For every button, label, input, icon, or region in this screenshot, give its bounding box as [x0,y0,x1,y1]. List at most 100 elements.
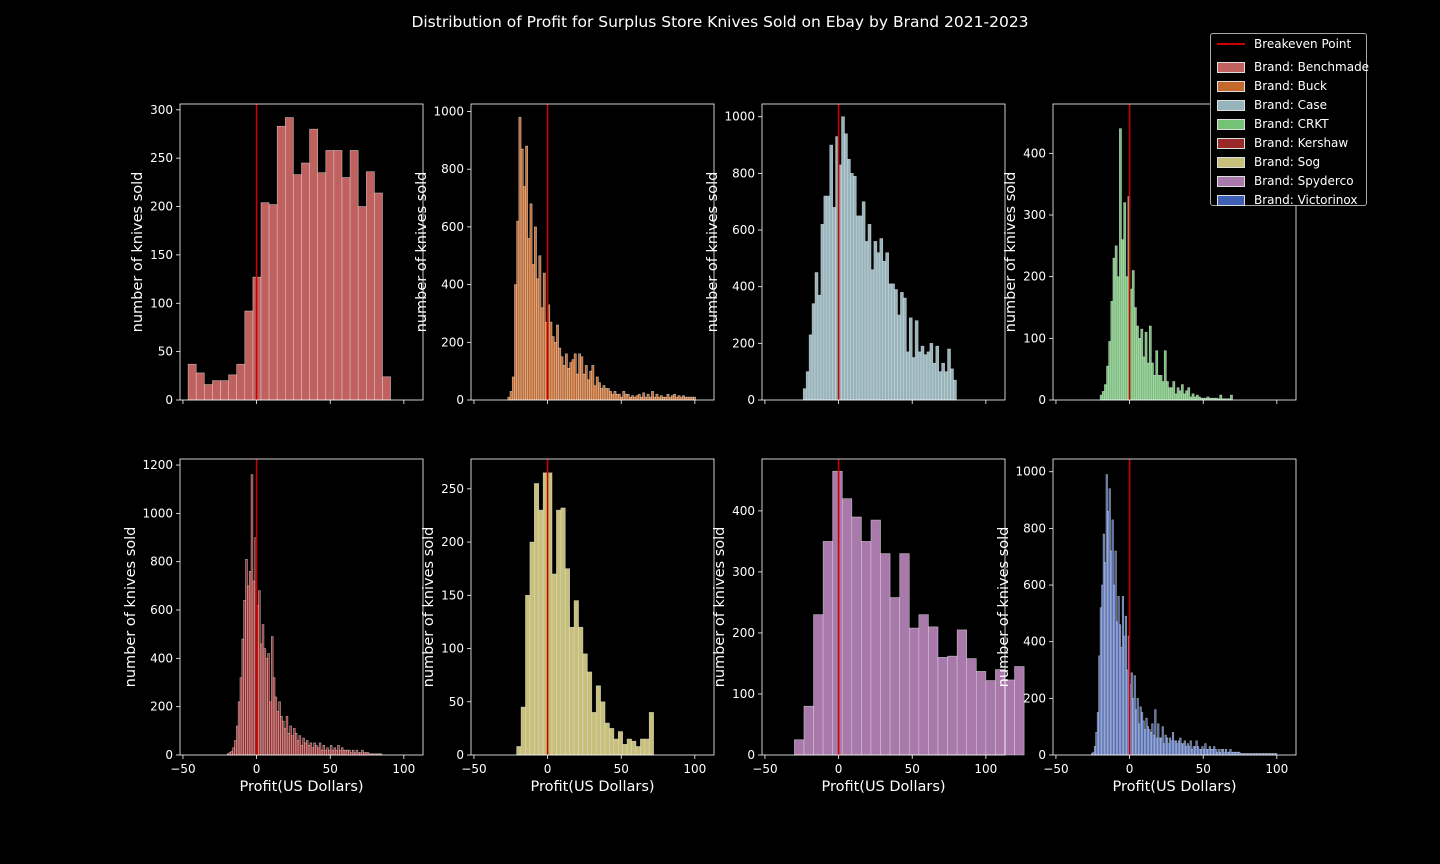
y-tick-label: 0 [1038,393,1046,407]
histogram-bar [522,186,526,401]
histogram-bar [593,385,597,401]
histogram-bar [1140,328,1144,401]
histogram-bar [637,393,641,401]
histogram-bar [847,158,851,401]
histogram-bar [529,203,533,401]
figure-title: Distribution of Profit for Surplus Store… [411,13,1029,31]
histogram-bar [675,396,679,401]
histogram-bar [1230,394,1233,401]
histogram-bar [914,320,919,401]
histogram-bar [899,553,910,756]
histogram-bar [1183,393,1186,401]
histogram-bar [879,238,884,401]
y-tick-label: 400 [732,280,755,294]
plot-frame [470,458,715,756]
x-tick-label: 0 [253,762,261,776]
histogram-bar [944,371,948,401]
y-tick-label: 1000 [433,105,464,119]
histogram-bar [595,685,601,756]
histogram-bar [606,388,610,401]
y-axis-label: number of knives sold [421,527,437,688]
histogram-bar [897,314,901,401]
y-tick-label: 200 [150,200,173,214]
histogram-bar [551,336,555,401]
histogram-bar [920,345,925,401]
histogram-bar [591,712,597,756]
legend-label-breakeven: Breakeven Point [1254,37,1352,51]
x-tick-label: −50 [461,762,486,776]
histogram-bar [333,150,343,401]
histogram-bar [882,260,887,401]
histogram-bar [1174,393,1178,401]
histogram-bar [569,626,575,756]
y-tick-label: 400 [1023,635,1046,649]
histogram-bar [604,722,610,756]
histogram-bar [615,393,619,401]
histogram-bar [1151,362,1154,401]
histogram-bar [587,379,590,401]
histogram-bar [666,393,670,401]
histogram-bar [365,171,375,401]
histogram-bar [626,738,632,756]
histogram-bar [558,347,562,401]
histogram-bar [947,655,958,756]
histogram-bar [861,201,866,401]
histogram-bar [889,597,901,756]
breakeven-line-swatch [1217,43,1245,45]
histogram-bar [635,395,639,401]
histogram-bar [844,133,848,401]
histogram-bar [823,195,828,401]
histogram-bar [975,671,987,756]
histogram-bar [1187,387,1191,401]
histogram-bar [653,396,657,401]
histogram-bar [374,192,383,401]
histogram-bar [567,367,570,401]
histogram-bar [841,498,853,756]
histogram-bar [1108,341,1112,401]
y-tick-label: 100 [150,296,173,310]
histogram-bar [569,362,573,401]
y-tick-label: 1200 [142,458,173,472]
x-tick-label: 50 [1196,762,1211,776]
legend-item: Brand: Kershaw [1217,135,1348,151]
legend-item: Brand: CRKT [1217,116,1329,132]
y-tick-label: 600 [732,223,755,237]
histogram-bar [985,680,996,756]
histogram-bar [635,746,641,756]
histogram-bar [562,365,566,401]
legend-swatch [1217,61,1245,73]
y-tick-label: 200 [732,626,755,640]
histogram-bar [284,117,294,401]
legend-label: Brand: Victorinox [1254,193,1358,207]
histogram-bar [553,341,557,401]
histogram-bar [195,372,205,401]
x-tick-label: −50 [1043,762,1068,776]
legend-item: Brand: Case [1217,97,1327,113]
histogram-bar [817,294,822,401]
histogram-bar [556,509,562,756]
histogram-bar [644,738,650,756]
y-tick-label: 600 [1023,578,1046,592]
histogram-bar [1166,381,1169,401]
y-tick-label: 100 [1023,331,1046,345]
histogram-bar [542,272,546,401]
histogram-bar [811,303,816,401]
x-tick-label: −50 [170,762,195,776]
histogram-bar [1138,338,1142,401]
histogram-bar [640,396,643,401]
legend-label: Brand: CRKT [1254,117,1329,131]
histogram-bar [664,396,668,401]
histogram-bar [604,388,608,401]
y-tick-label: 0 [747,393,755,407]
histogram-bar [1176,387,1180,401]
histogram-bar [529,541,535,756]
subplot-case: 0 200 400 600 800 1000 number of knives sold [705,103,1006,407]
histogram-bar [832,470,843,756]
x-tick-label: 100 [1265,762,1288,776]
histogram-bar [662,396,665,401]
histogram-bar [573,353,577,401]
histogram-bar [582,373,586,401]
y-tick-label: 50 [158,345,173,359]
histogram-bar [1133,307,1137,401]
histogram-bar [244,310,254,401]
